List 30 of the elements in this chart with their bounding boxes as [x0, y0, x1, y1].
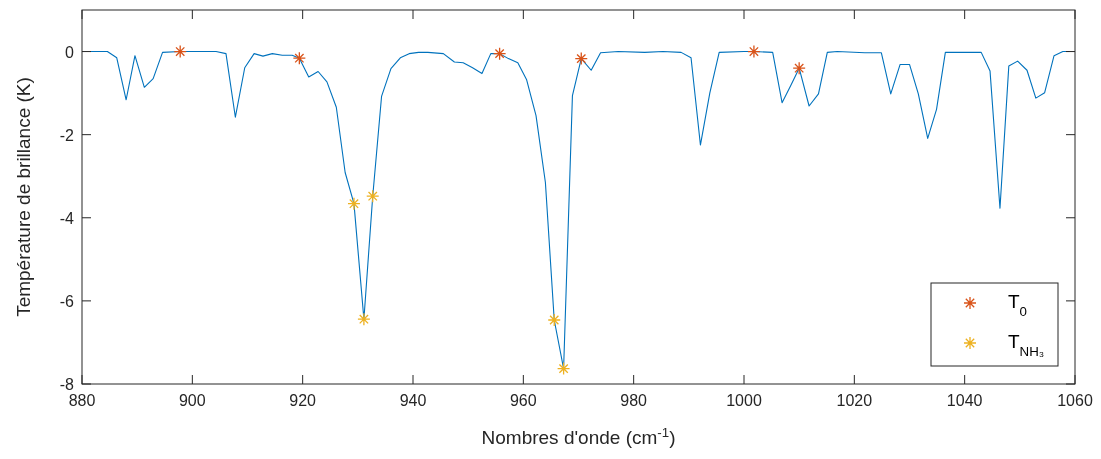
- point: [347, 197, 361, 211]
- y-axis-title: Température de brillance (K): [13, 77, 34, 317]
- y-tick-label: -6: [59, 292, 75, 310]
- x-tick-label: 1040: [946, 392, 983, 409]
- point: [492, 46, 507, 61]
- point: [792, 61, 806, 75]
- x-tick-label: 1020: [836, 392, 873, 409]
- y-tick-label: -4: [59, 209, 75, 227]
- y-tick-label: -8: [59, 376, 75, 393]
- x-axis-title: Nombres d'onde (cm$^{-1}$): [481, 424, 676, 448]
- point: [366, 189, 380, 203]
- x-tick-label: 900: [178, 392, 206, 409]
- x-tick-label: 940: [399, 392, 427, 409]
- x-tick-label: 1000: [726, 392, 762, 409]
- point: [747, 44, 761, 59]
- point: [357, 312, 371, 326]
- y-tick-label: 0: [65, 43, 75, 61]
- point: [547, 313, 561, 327]
- legend-label: T$_{NH₃}$: [1008, 331, 1045, 359]
- y-tick-label: -2: [59, 126, 75, 144]
- legend-label: T$_{0}$: [1008, 291, 1028, 319]
- x-tick-label: 880: [68, 392, 96, 409]
- point: [292, 51, 307, 65]
- x-tick-label: 920: [289, 392, 317, 409]
- point: [556, 361, 571, 376]
- point: [173, 44, 187, 59]
- x-tick-label: 980: [620, 392, 648, 409]
- x-tick-label: 1060: [1057, 392, 1093, 409]
- x-tick-label: 960: [509, 392, 537, 409]
- point: [574, 51, 588, 66]
